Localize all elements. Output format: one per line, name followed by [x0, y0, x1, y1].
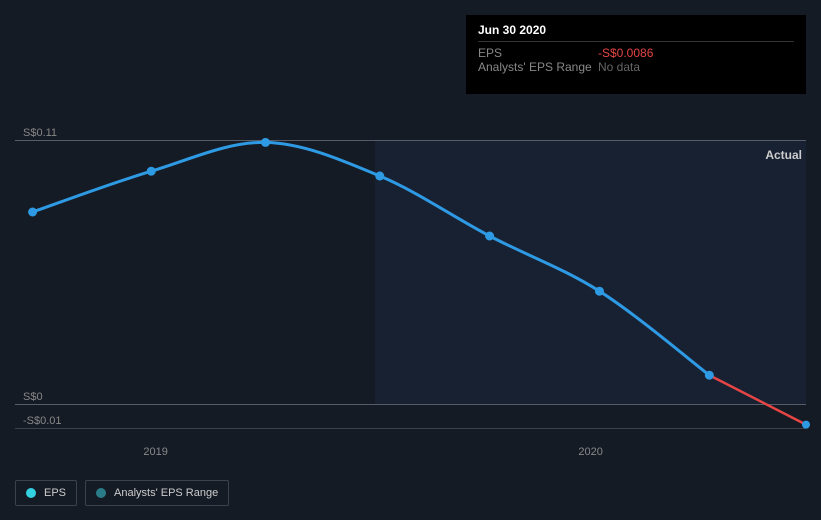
x-axis-label: 2019 — [143, 446, 167, 458]
chart-container: Jun 30 2020 EPS-S$0.0086Analysts' EPS Ra… — [0, 0, 821, 520]
line-svg — [15, 140, 806, 440]
y-axis-label: S$0 — [23, 391, 43, 403]
tooltip-box: Jun 30 2020 EPS-S$0.0086Analysts' EPS Ra… — [466, 15, 806, 94]
plot-area[interactable]: S$0.11S$0-S$0.01 Actual — [15, 140, 806, 440]
legend-label: EPS — [44, 487, 66, 499]
x-axis: 2019 2020 — [15, 446, 806, 460]
eps-line — [33, 142, 710, 375]
tooltip-row: Analysts' EPS RangeNo data — [478, 60, 794, 74]
tooltip-row-label: Analysts' EPS Range — [478, 60, 598, 74]
eps-tail-line — [709, 375, 806, 424]
eps-marker[interactable] — [261, 138, 270, 147]
x-axis-label: 2020 — [578, 446, 602, 458]
legend-label: Analysts' EPS Range — [114, 487, 218, 499]
y-axis-label: S$0.11 — [23, 127, 57, 139]
tooltip-row-label: EPS — [478, 46, 598, 60]
actual-label: Actual — [765, 148, 802, 162]
tooltip-row-value: No data — [598, 60, 640, 74]
tooltip-rows: EPS-S$0.0086Analysts' EPS RangeNo data — [478, 46, 794, 74]
legend-dot-icon — [96, 488, 106, 498]
eps-marker[interactable] — [28, 208, 37, 217]
y-axis-label: -S$0.01 — [23, 415, 62, 427]
eps-marker[interactable] — [595, 287, 604, 296]
legend-dot-icon — [26, 488, 36, 498]
eps-marker[interactable] — [705, 371, 714, 380]
tooltip-date: Jun 30 2020 — [478, 23, 794, 42]
eps-end-marker[interactable] — [802, 421, 810, 429]
legend-item[interactable]: Analysts' EPS Range — [85, 480, 229, 506]
legend-item[interactable]: EPS — [15, 480, 77, 506]
eps-marker[interactable] — [375, 172, 384, 181]
eps-marker[interactable] — [147, 167, 156, 176]
tooltip-row: EPS-S$0.0086 — [478, 46, 794, 60]
tooltip-row-value: -S$0.0086 — [598, 46, 653, 60]
eps-marker[interactable] — [485, 232, 494, 241]
legend: EPS Analysts' EPS Range — [15, 480, 229, 506]
